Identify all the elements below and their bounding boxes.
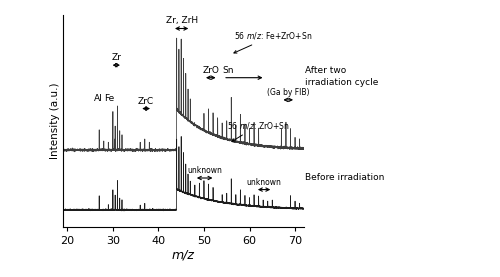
Text: Zr: Zr [111, 53, 121, 62]
Text: unknown: unknown [246, 178, 282, 187]
Text: Al: Al [94, 94, 102, 103]
Y-axis label: Intensity (a.u.): Intensity (a.u.) [50, 83, 60, 159]
Text: 56 $m/z$: ZrO+Sn: 56 $m/z$: ZrO+Sn [226, 120, 290, 141]
Text: After two
irradiation cycle: After two irradiation cycle [305, 66, 378, 87]
Text: Sn: Sn [222, 66, 234, 75]
Text: Before irradiation: Before irradiation [305, 173, 384, 181]
Text: ZrC: ZrC [138, 97, 154, 106]
Text: Fe: Fe [104, 94, 115, 103]
Text: Zr, ZrH: Zr, ZrH [166, 16, 198, 25]
Text: ZrO: ZrO [202, 66, 219, 75]
X-axis label: m/z: m/z [172, 249, 195, 262]
Text: (Ga by FIB): (Ga by FIB) [267, 88, 310, 97]
Text: 56 $m/z$: Fe+ZrO+Sn: 56 $m/z$: Fe+ZrO+Sn [234, 30, 312, 53]
Text: unknown: unknown [188, 166, 222, 175]
